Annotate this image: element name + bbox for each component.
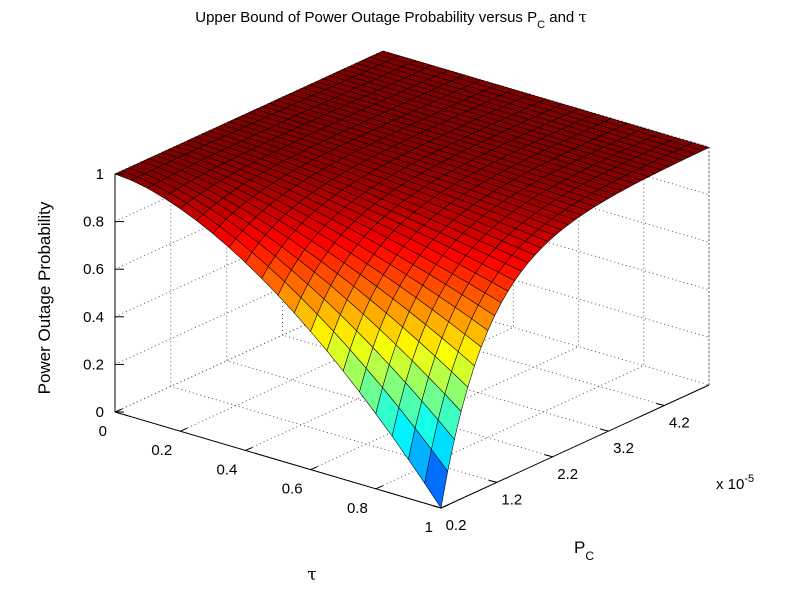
pc-tick-label-2: 2.2 [557, 466, 578, 483]
pc-tick-mark-1 [488, 479, 497, 483]
tau-tick-mark-4 [375, 485, 383, 490]
y-axis-exponent: x 10-5 [716, 473, 754, 493]
tau-tick-mark-3 [310, 466, 318, 471]
pc-tick-mark-0 [432, 505, 442, 509]
tau-tick-label-1: 0.2 [151, 442, 172, 459]
axis-line-2 [440, 384, 710, 509]
tau-tick-mark-0 [114, 408, 123, 413]
z-tick-label-1: 0.2 [83, 356, 104, 373]
pc-tick-label-4: 4.2 [669, 415, 690, 432]
tau-tick-mark-5 [440, 504, 449, 509]
z-tick-label-2: 0.4 [83, 309, 104, 326]
z-tick-label-5: 1 [96, 166, 104, 183]
z-axis-label: Power Outage Probability [35, 201, 54, 394]
pc-tick-mark-2 [544, 454, 553, 458]
z-tick-label-3: 0.6 [83, 261, 104, 278]
pc-tick-mark-3 [600, 428, 609, 432]
tau-tick-label-2: 0.4 [217, 461, 238, 478]
axis-line-1 [114, 411, 442, 509]
z-tick-label-0: 0 [96, 404, 104, 421]
tau-tick-mark-2 [245, 446, 253, 451]
surface-cell-19-0 [424, 448, 448, 509]
tau-tick-label-0: 0 [99, 423, 107, 440]
tau-tick-mark-1 [180, 427, 188, 432]
y-axis-label: PC [574, 538, 594, 563]
tau-tick-label-4: 0.8 [347, 500, 368, 517]
z-tick-label-4: 0.8 [83, 214, 104, 231]
chart-title: Upper Bound of Power Outage Probability … [195, 8, 587, 31]
surface-mesh [114, 50, 710, 509]
pc-tick-mark-4 [656, 403, 665, 406]
x-axis-label: τ [307, 565, 316, 585]
tau-tick-label-3: 0.6 [282, 481, 303, 498]
pc-tick-label-3: 3.2 [613, 440, 634, 457]
tau-tick-label-5: 1 [425, 519, 433, 536]
pc-tick-label-1: 1.2 [501, 491, 522, 508]
pc-tick-label-0: 0.2 [446, 517, 467, 534]
axis-ticks: 0 0.2 0.4 0.6 0.8 1 0 0.2 0.4 0.6 0.8 1 0.2 1.2 2.2 3.2… [83, 166, 690, 536]
